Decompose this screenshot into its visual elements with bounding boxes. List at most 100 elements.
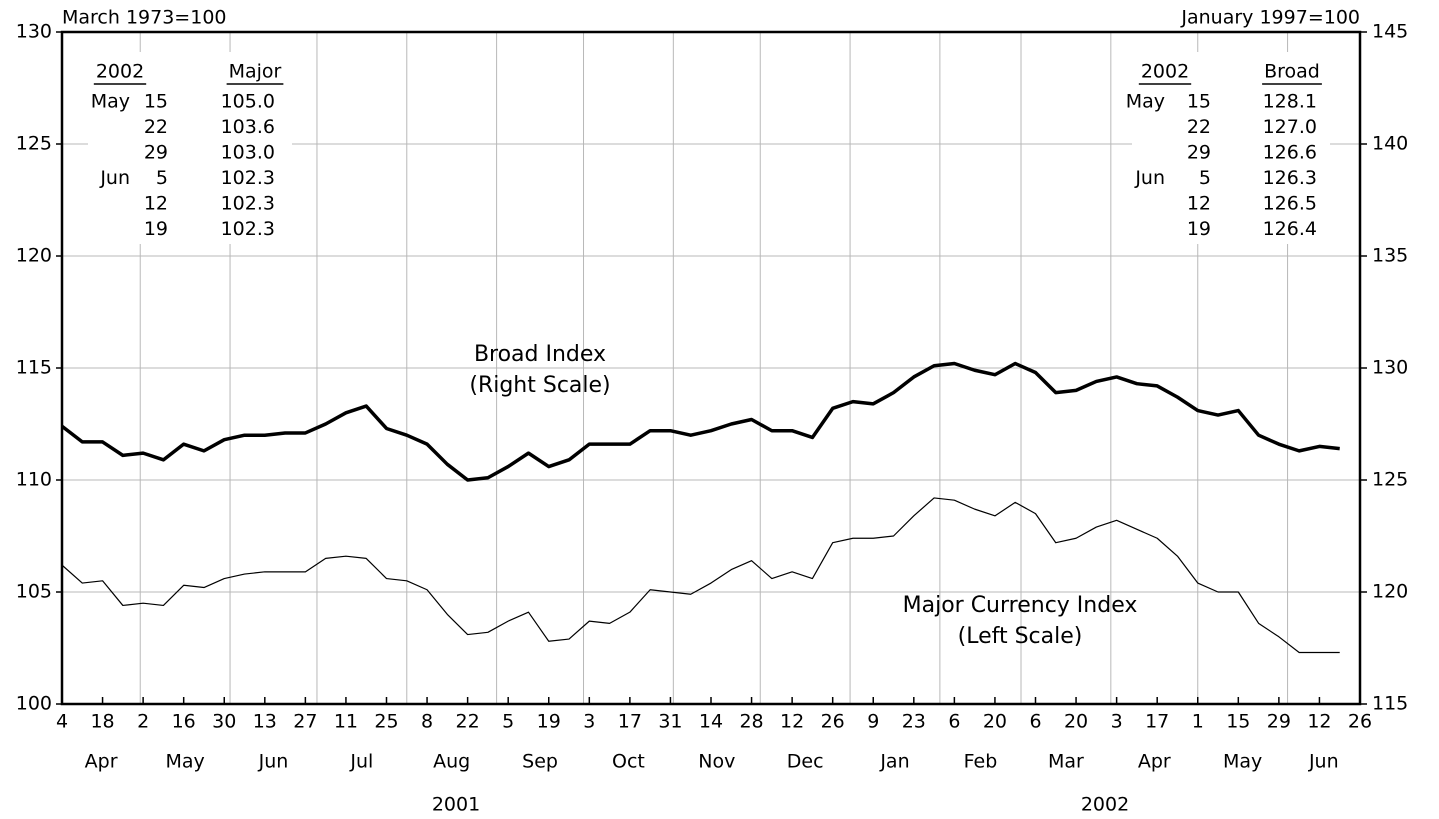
table-day: 29 [1187, 142, 1211, 164]
table-value: 103.6 [221, 116, 275, 138]
x-tick-label: 2 [137, 711, 149, 733]
year-label: 2002 [1081, 794, 1129, 816]
table-value: 102.3 [221, 167, 275, 189]
x-tick-label: 23 [902, 711, 926, 733]
table-value: 102.3 [221, 193, 275, 215]
month-label: Nov [698, 751, 735, 773]
x-tick-label: 31 [658, 711, 682, 733]
table-value: 126.3 [1263, 167, 1317, 189]
table-value: 102.3 [221, 218, 275, 240]
month-label: Jun [258, 751, 289, 773]
x-tick-label: 9 [867, 711, 879, 733]
y2-axis-label: January 1997=100 [1180, 7, 1360, 29]
table-value: 105.0 [221, 91, 275, 113]
x-tick-label: 19 [537, 711, 561, 733]
x-tick-label: 22 [456, 711, 480, 733]
y-tick-label: 120 [16, 245, 52, 267]
x-tick-label: 29 [1267, 711, 1291, 733]
table-value: 126.4 [1263, 218, 1317, 240]
x-tick-label: 17 [1145, 711, 1169, 733]
month-label: Sep [522, 751, 558, 773]
y2-tick-label: 135 [1372, 245, 1408, 267]
month-label: Dec [787, 751, 824, 773]
x-tick-label: 3 [583, 711, 595, 733]
series-line [60, 361, 1340, 482]
x-tick-label: 30 [212, 711, 236, 733]
table-month: Jun [1134, 167, 1165, 189]
table-value: 126.6 [1263, 142, 1317, 164]
x-tick-label: 6 [1029, 711, 1041, 733]
month-label: Oct [612, 751, 645, 773]
x-tick-label: 13 [253, 711, 277, 733]
table-month: Jun [99, 167, 130, 189]
x-tick-label: 26 [1348, 711, 1372, 733]
table-header: 2002 [1141, 61, 1189, 83]
y2-tick-label: 115 [1372, 693, 1408, 715]
table-day: 12 [144, 193, 168, 215]
table-day: 19 [1187, 218, 1211, 240]
table-value: 126.5 [1263, 193, 1317, 215]
x-tick-label: 20 [983, 711, 1007, 733]
x-tick-label: 12 [1307, 711, 1331, 733]
table-day: 15 [1187, 91, 1211, 113]
y-tick-label: 125 [16, 133, 52, 155]
table-day: 29 [144, 142, 168, 164]
series-line [61, 497, 1340, 654]
month-label: Jan [879, 751, 909, 773]
month-label: Jun [1308, 751, 1339, 773]
x-tick-label: 28 [739, 711, 763, 733]
table-value: 127.0 [1263, 116, 1317, 138]
table-day: 22 [144, 116, 168, 138]
y-axis-label: March 1973=100 [62, 7, 227, 29]
table-month: May [91, 91, 130, 113]
month-label: Apr [1138, 751, 1171, 773]
x-tick-label: 14 [699, 711, 723, 733]
y2-tick-label: 130 [1372, 357, 1408, 379]
year-label: 2001 [432, 794, 480, 816]
annotation: Major Currency Index [903, 593, 1138, 618]
y2-tick-label: 120 [1372, 581, 1408, 603]
y-tick-label: 105 [16, 581, 52, 603]
month-label: Aug [433, 751, 470, 773]
x-tick-label: 25 [374, 711, 398, 733]
y2-tick-label: 140 [1372, 133, 1408, 155]
x-tick-label: 3 [1111, 711, 1123, 733]
month-label: Mar [1048, 751, 1084, 773]
y2-tick-label: 145 [1372, 21, 1408, 43]
table-value: 103.0 [221, 142, 275, 164]
table-day: 12 [1187, 193, 1211, 215]
x-tick-label: 15 [1226, 711, 1250, 733]
x-tick-label: 4 [56, 711, 68, 733]
annotation: Broad Index [474, 342, 606, 367]
y-tick-label: 100 [16, 693, 52, 715]
table-day: 15 [144, 91, 168, 113]
table-day: 5 [1199, 167, 1211, 189]
plot-frame [60, 30, 1362, 706]
y-tick-label: 115 [16, 357, 52, 379]
table-header: 2002 [96, 61, 144, 83]
table-header: Major [229, 61, 282, 83]
month-label: May [165, 751, 204, 773]
month-label: May [1223, 751, 1262, 773]
table-day: 22 [1187, 116, 1211, 138]
x-tick-label: 26 [821, 711, 845, 733]
month-label: Apr [85, 751, 118, 773]
month-label: Feb [964, 751, 998, 773]
y-tick-label: 130 [16, 21, 52, 43]
x-tick-label: 27 [293, 711, 317, 733]
month-label: Jul [349, 751, 373, 773]
x-tick-label: 20 [1064, 711, 1088, 733]
x-tick-label: 8 [421, 711, 433, 733]
y2-tick-label: 125 [1372, 469, 1408, 491]
x-tick-label: 16 [172, 711, 196, 733]
table-value: 128.1 [1263, 91, 1317, 113]
x-tick-label: 17 [618, 711, 642, 733]
x-tick-label: 12 [780, 711, 804, 733]
x-tick-label: 11 [334, 711, 358, 733]
table-month: May [1126, 91, 1165, 113]
y-tick-label: 110 [16, 469, 52, 491]
x-tick-label: 18 [90, 711, 114, 733]
x-tick-label: 1 [1192, 711, 1204, 733]
annotation: (Right Scale) [469, 373, 610, 398]
